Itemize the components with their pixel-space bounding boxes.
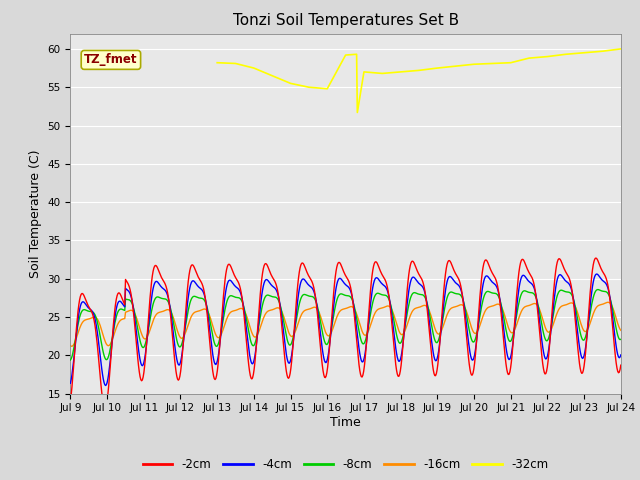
Y-axis label: Soil Temperature (C): Soil Temperature (C): [29, 149, 42, 278]
Title: Tonzi Soil Temperatures Set B: Tonzi Soil Temperatures Set B: [232, 13, 459, 28]
Legend: -2cm, -4cm, -8cm, -16cm, -32cm: -2cm, -4cm, -8cm, -16cm, -32cm: [138, 454, 553, 476]
Text: TZ_fmet: TZ_fmet: [84, 53, 138, 66]
X-axis label: Time: Time: [330, 416, 361, 429]
